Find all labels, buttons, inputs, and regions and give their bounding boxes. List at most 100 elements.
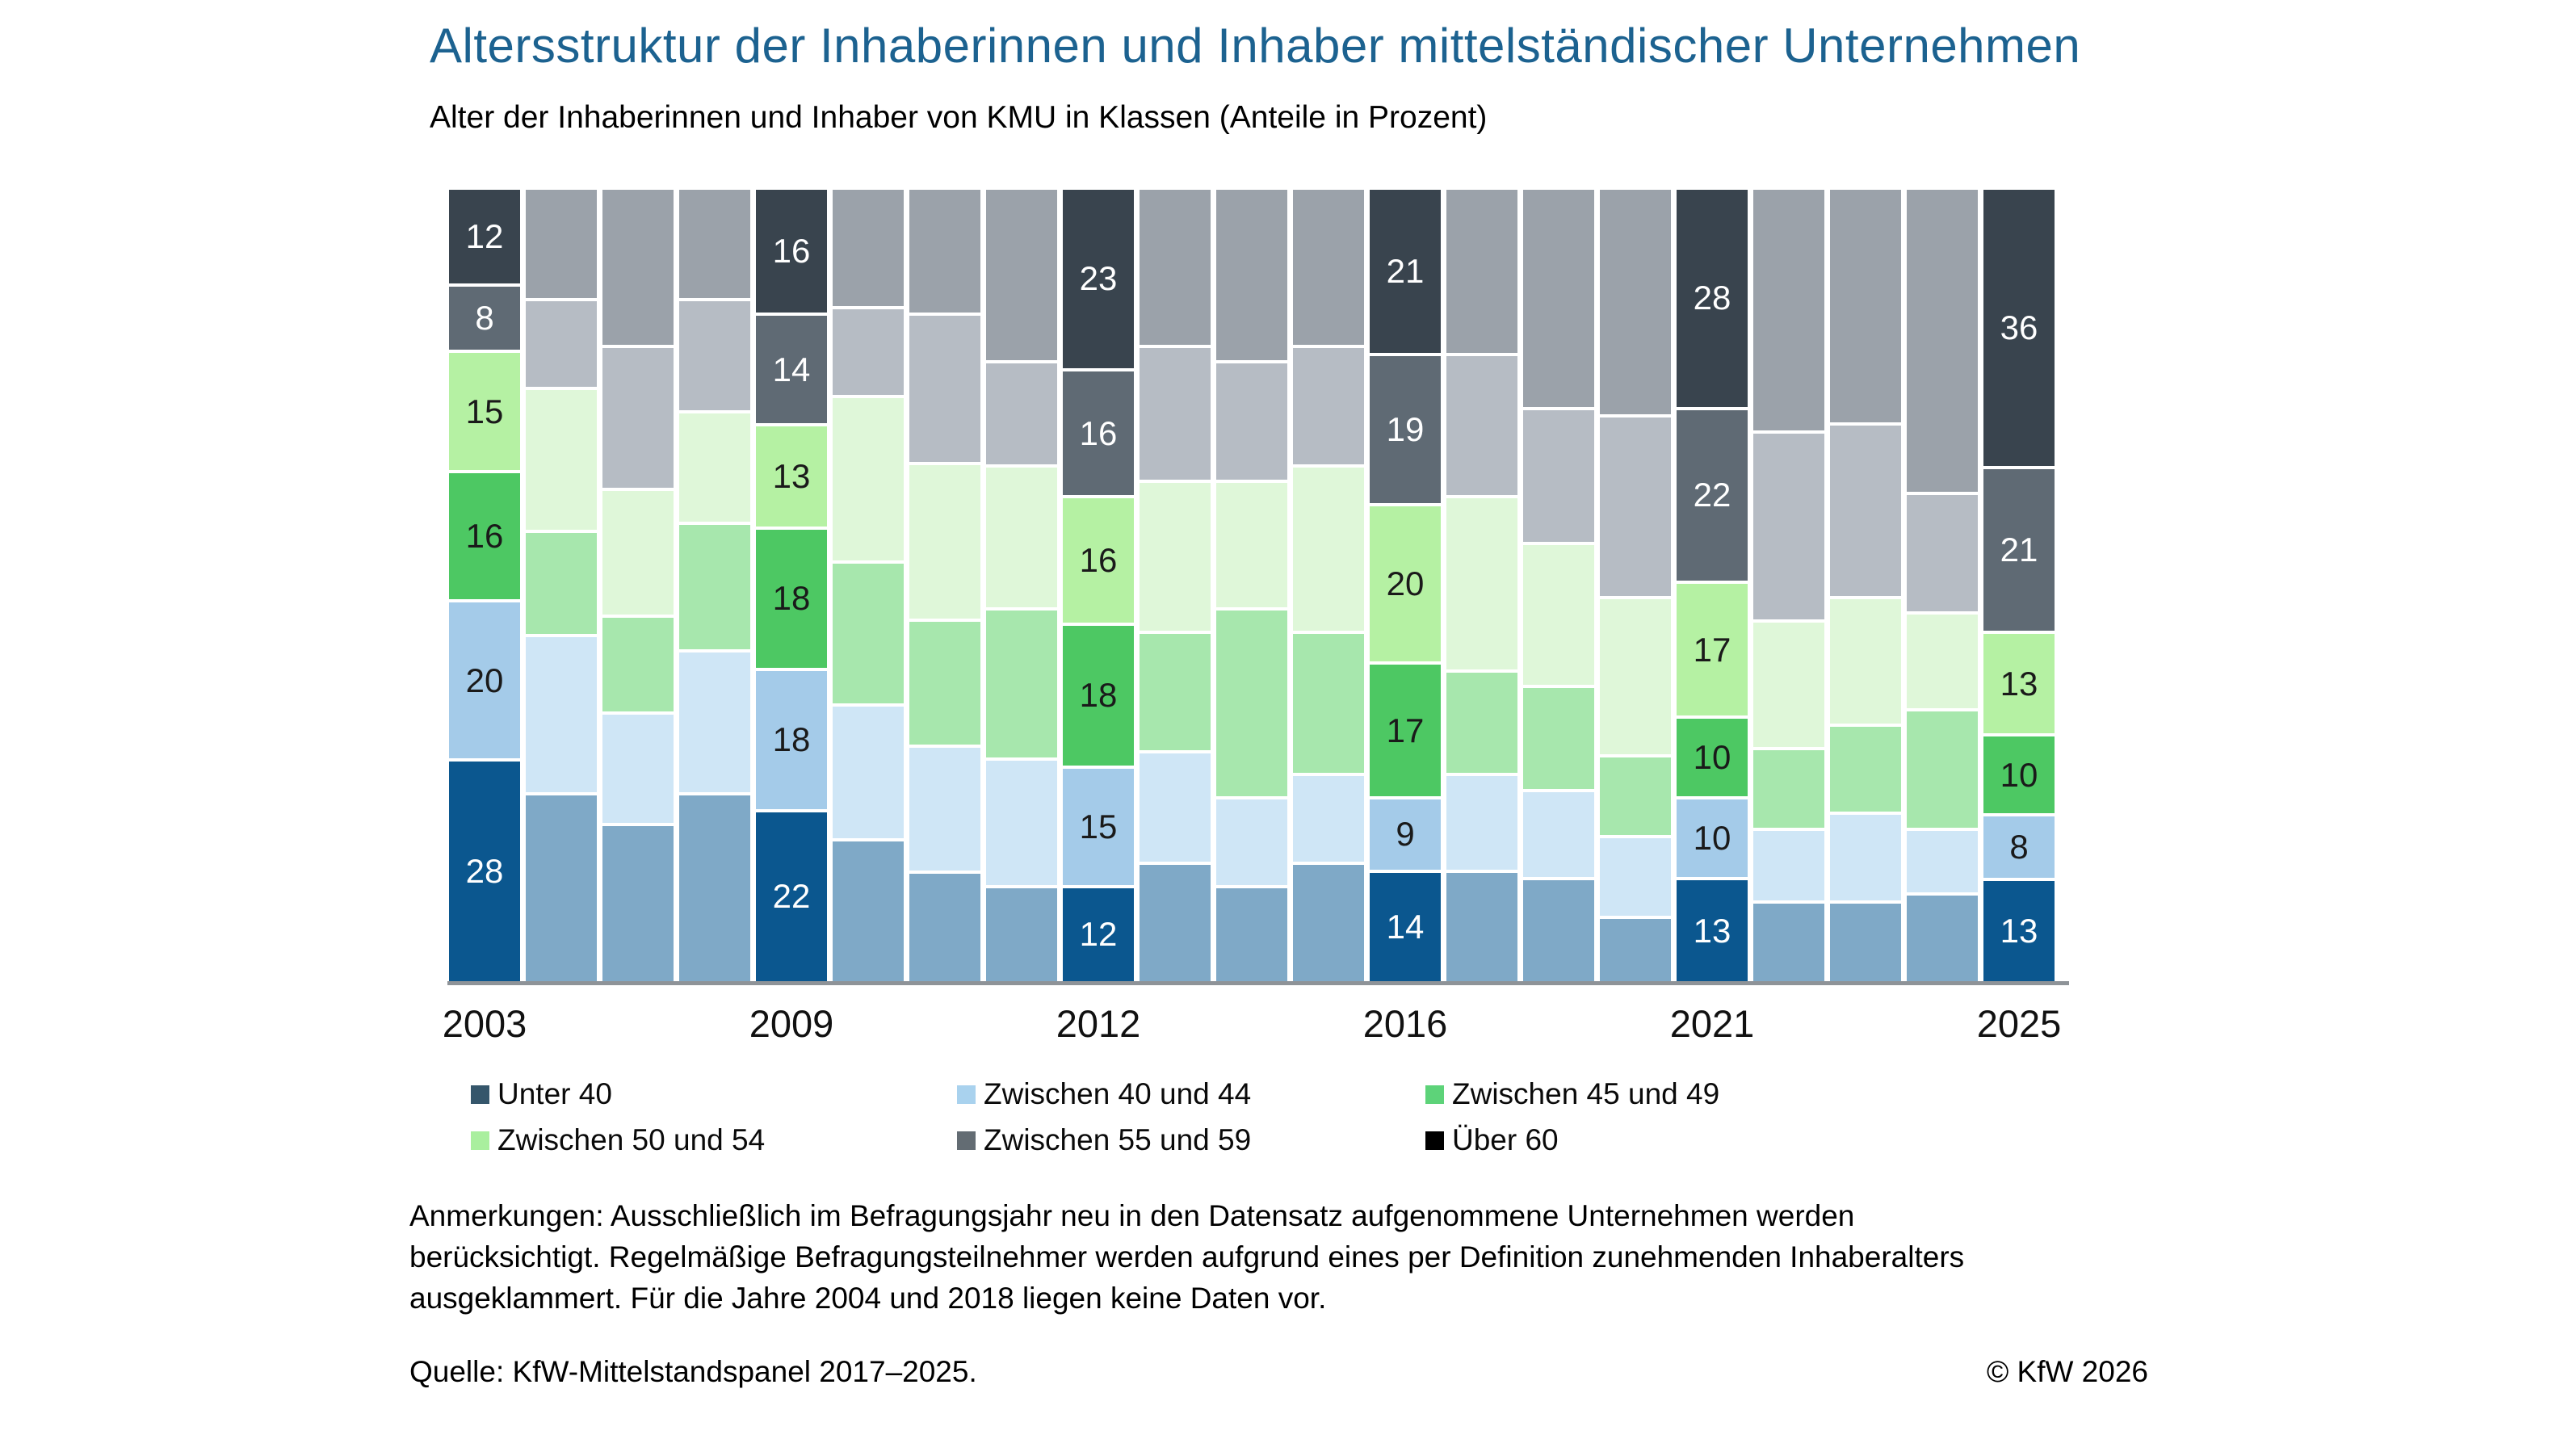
page-title: Altersstruktur der Inhaberinnen und Inha…	[430, 19, 2081, 73]
chart-subtitle: Alter der Inhaberinnen und Inhaber von K…	[430, 100, 1488, 135]
segment-o60	[1293, 190, 1364, 346]
segment-b40_44	[1830, 815, 1901, 900]
bar	[909, 190, 980, 981]
bar-2021: 13 10 10 17 22 28	[1677, 190, 1748, 981]
segment-value-label: 15	[465, 392, 504, 430]
notes-line: ausgeklammert. Für die Jahre 2004 und 20…	[409, 1282, 1327, 1315]
segment-b45_49	[1753, 749, 1824, 828]
segment-b55_59: 22	[1677, 409, 1748, 581]
segment-value-label: 8	[475, 299, 494, 338]
segment-b50_54: 13	[756, 426, 827, 527]
segment-b50_54	[1753, 623, 1824, 747]
legend-item-u40: Unter 40	[471, 1077, 612, 1111]
segment-u40: 28	[449, 762, 520, 981]
segment-u40	[1216, 887, 1287, 981]
segment-o60	[1446, 190, 1517, 353]
segment-b50_54: 20	[1370, 506, 1441, 661]
segment-value-label: 13	[1693, 911, 1731, 950]
segment-b55_59	[1446, 355, 1517, 496]
bar-2016: 14 9 17 20 19 21	[1370, 189, 1441, 981]
segment-u40	[1140, 865, 1211, 981]
legend-label: Zwischen 45 und 49	[1452, 1077, 1720, 1110]
legend-label: Zwischen 50 und 54	[497, 1123, 766, 1156]
legend-swatch-b50_54	[471, 1131, 489, 1150]
segment-b55_59	[1293, 348, 1364, 465]
segment-value-label: 13	[772, 456, 811, 495]
segment-b40_44	[909, 747, 980, 871]
segment-b50_54	[909, 464, 980, 619]
segment-b45_49: 18	[756, 529, 827, 668]
legend-swatch-u40	[471, 1085, 489, 1104]
segment-value-label: 18	[772, 579, 811, 618]
segment-b45_49	[1216, 610, 1287, 797]
segment-b50_54: 17	[1677, 584, 1748, 716]
segment-b40_44: 9	[1370, 799, 1441, 870]
x-axis-label-2025: 2025	[1976, 1002, 2062, 1045]
legend-swatch-b55_59	[957, 1131, 976, 1150]
segment-value-label: 12	[465, 217, 504, 256]
segment-b40_44	[1293, 776, 1364, 862]
legend-item-b40_44: Zwischen 40 und 44	[957, 1077, 1251, 1111]
segment-o60: 23	[1063, 190, 1134, 368]
x-axis-label-2021: 2021	[1669, 1002, 1755, 1045]
segment-b55_59: 21	[1983, 469, 2055, 631]
segment-b55_59: 8	[449, 287, 520, 350]
segment-b45_49	[526, 532, 597, 634]
segment-u40	[526, 795, 597, 981]
bar-2009: 22 18 18 13 14 16	[756, 190, 827, 981]
segment-b45_49	[602, 618, 674, 711]
segment-b40_44	[1216, 799, 1287, 885]
bar	[602, 190, 674, 981]
segment-b45_49: 10	[1677, 719, 1748, 797]
segment-b40_44	[602, 714, 674, 823]
segment-u40: 12	[1063, 887, 1134, 981]
segment-value-label: 18	[772, 720, 811, 759]
notes-line: berücksichtigt. Regelmäßige Befragungste…	[409, 1240, 1965, 1273]
segment-b50_54	[679, 413, 750, 522]
segment-value-label: 36	[2000, 308, 2038, 347]
segment-b50_54	[833, 397, 904, 561]
segment-b50_54	[602, 490, 674, 615]
segment-b50_54	[1523, 545, 1594, 685]
notes-line: Anmerkungen: Ausschließlich im Befragung…	[409, 1199, 1855, 1232]
bar-2012: 12 15 18 16 16 23	[1063, 190, 1134, 981]
segment-u40: 13	[1677, 880, 1748, 981]
bar	[1753, 190, 1824, 981]
segment-value-label: 28	[1693, 279, 1731, 317]
legend-item-b55_59: Zwischen 55 und 59	[957, 1123, 1251, 1157]
segment-o60	[602, 190, 674, 345]
segment-b45_49	[1140, 633, 1211, 750]
segment-u40	[1293, 865, 1364, 981]
segment-value-label: 19	[1386, 409, 1425, 448]
segment-o60	[833, 190, 904, 307]
segment-b50_54	[1140, 483, 1211, 631]
x-axis-labels: 2003 2009 2012 2016 2021 2025	[443, 1001, 2062, 1050]
segment-value-label: 20	[465, 661, 504, 699]
segment-b45_49	[1293, 633, 1364, 774]
segment-b40_44	[1907, 830, 1978, 893]
x-axis-label-2016: 2016	[1362, 1002, 1448, 1045]
segment-b45_49	[1523, 687, 1594, 789]
segment-b55_59	[679, 301, 750, 410]
segment-u40: 13	[1983, 881, 2055, 981]
segment-b40_44: 15	[1063, 768, 1134, 885]
segment-value-label: 10	[1693, 819, 1731, 858]
segment-value-label: 9	[1396, 815, 1415, 854]
legend: Unter 40 Zwischen 40 und 44 Zwischen 45 un…	[471, 1077, 1844, 1174]
segment-value-label: 14	[772, 350, 811, 388]
segment-b50_54	[1830, 599, 1901, 724]
segment-b50_54	[1907, 615, 1978, 708]
bar-2003: 28 20 16 15 8 12	[449, 190, 520, 981]
segment-b55_59	[1523, 409, 1594, 543]
x-axis-label-2012: 2012	[1056, 1002, 1141, 1045]
segment-b50_54: 15	[449, 352, 520, 471]
bar	[1600, 190, 1671, 981]
segment-b55_59	[1907, 495, 1978, 612]
segment-b55_59: 16	[1063, 371, 1134, 496]
segment-u40	[1523, 880, 1594, 981]
segment-b55_59	[1216, 363, 1287, 480]
segment-b45_49	[986, 610, 1057, 758]
segment-b55_59	[1600, 417, 1671, 597]
segment-b55_59	[526, 301, 597, 387]
